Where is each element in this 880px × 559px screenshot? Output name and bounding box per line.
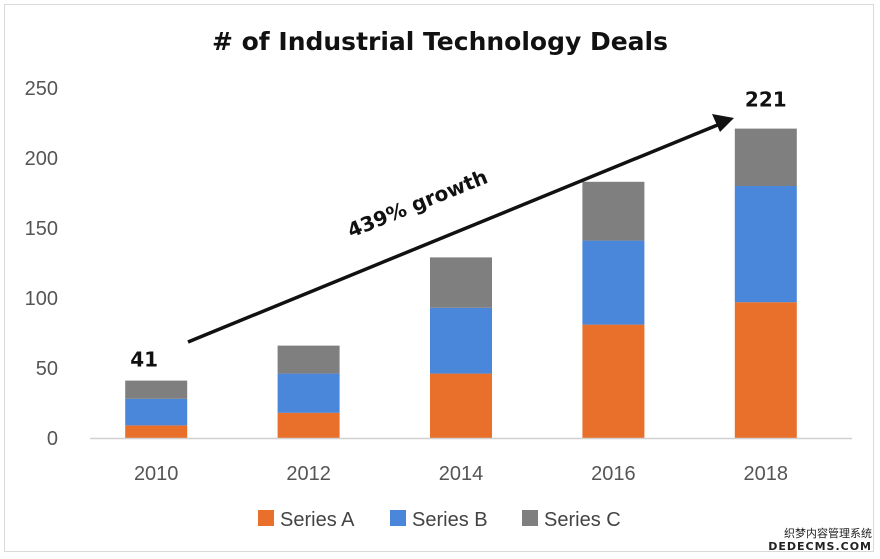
y-tick-label: 150 [25,218,58,240]
growth-arrow-head [712,114,734,132]
y-tick-label: 250 [25,78,58,100]
x-tick-label: 2016 [591,463,636,485]
y-tick-label: 0 [47,428,58,450]
legend-swatch-series-c [522,510,538,526]
bar-series-b-2010 [125,398,188,426]
watermark-line1: 织梦内容管理系统 [784,527,872,540]
legend-label: Series C [544,509,621,531]
bar-series-c-2016 [582,181,645,241]
bar-series-b-2012 [277,373,340,413]
y-tick-label: 50 [36,358,58,380]
first-total-label: 41 [130,348,158,372]
legend-swatch-series-b [390,510,406,526]
y-tick-label: 200 [25,148,58,170]
legend-label: Series B [412,509,488,531]
x-tick-label: 2014 [439,463,484,485]
x-tick-label: 2012 [286,463,331,485]
bar-series-a-2010 [125,425,188,438]
bar-series-a-2016 [582,324,645,438]
bar-series-c-2014 [430,257,492,308]
bar-series-c-2010 [125,380,188,399]
bar-series-c-2018 [734,128,797,186]
legend-label: Series A [280,509,355,531]
watermark-line2: DEDECMS.COM [768,540,872,553]
x-axis: 2010 2012 2014 2016 2018 [90,437,852,485]
legend: Series A Series B Series C [258,509,621,531]
growth-arrow [187,114,734,344]
chart-title: # of Industrial Technology Deals [212,27,668,56]
bars [125,128,797,438]
chart-frame [4,4,874,552]
x-tick-label: 2018 [744,463,789,485]
bar-series-c-2012 [277,345,340,374]
legend-swatch-series-a [258,510,274,526]
bar-series-a-2012 [277,412,340,438]
bar-series-a-2018 [734,302,797,438]
watermark: 织梦内容管理系统 DEDECMS.COM [768,527,872,553]
bar-series-b-2016 [582,240,645,325]
y-axis: 0 50 100 150 200 250 [25,78,58,450]
bar-series-a-2014 [430,373,492,438]
x-tick-label: 2010 [134,463,179,485]
growth-annotation: 439% growth [344,164,491,242]
last-total-label: 221 [745,88,787,112]
growth-arrow-line [187,122,721,344]
bar-series-b-2014 [430,307,492,374]
y-tick-label: 100 [25,288,58,310]
bar-series-b-2018 [734,186,797,303]
